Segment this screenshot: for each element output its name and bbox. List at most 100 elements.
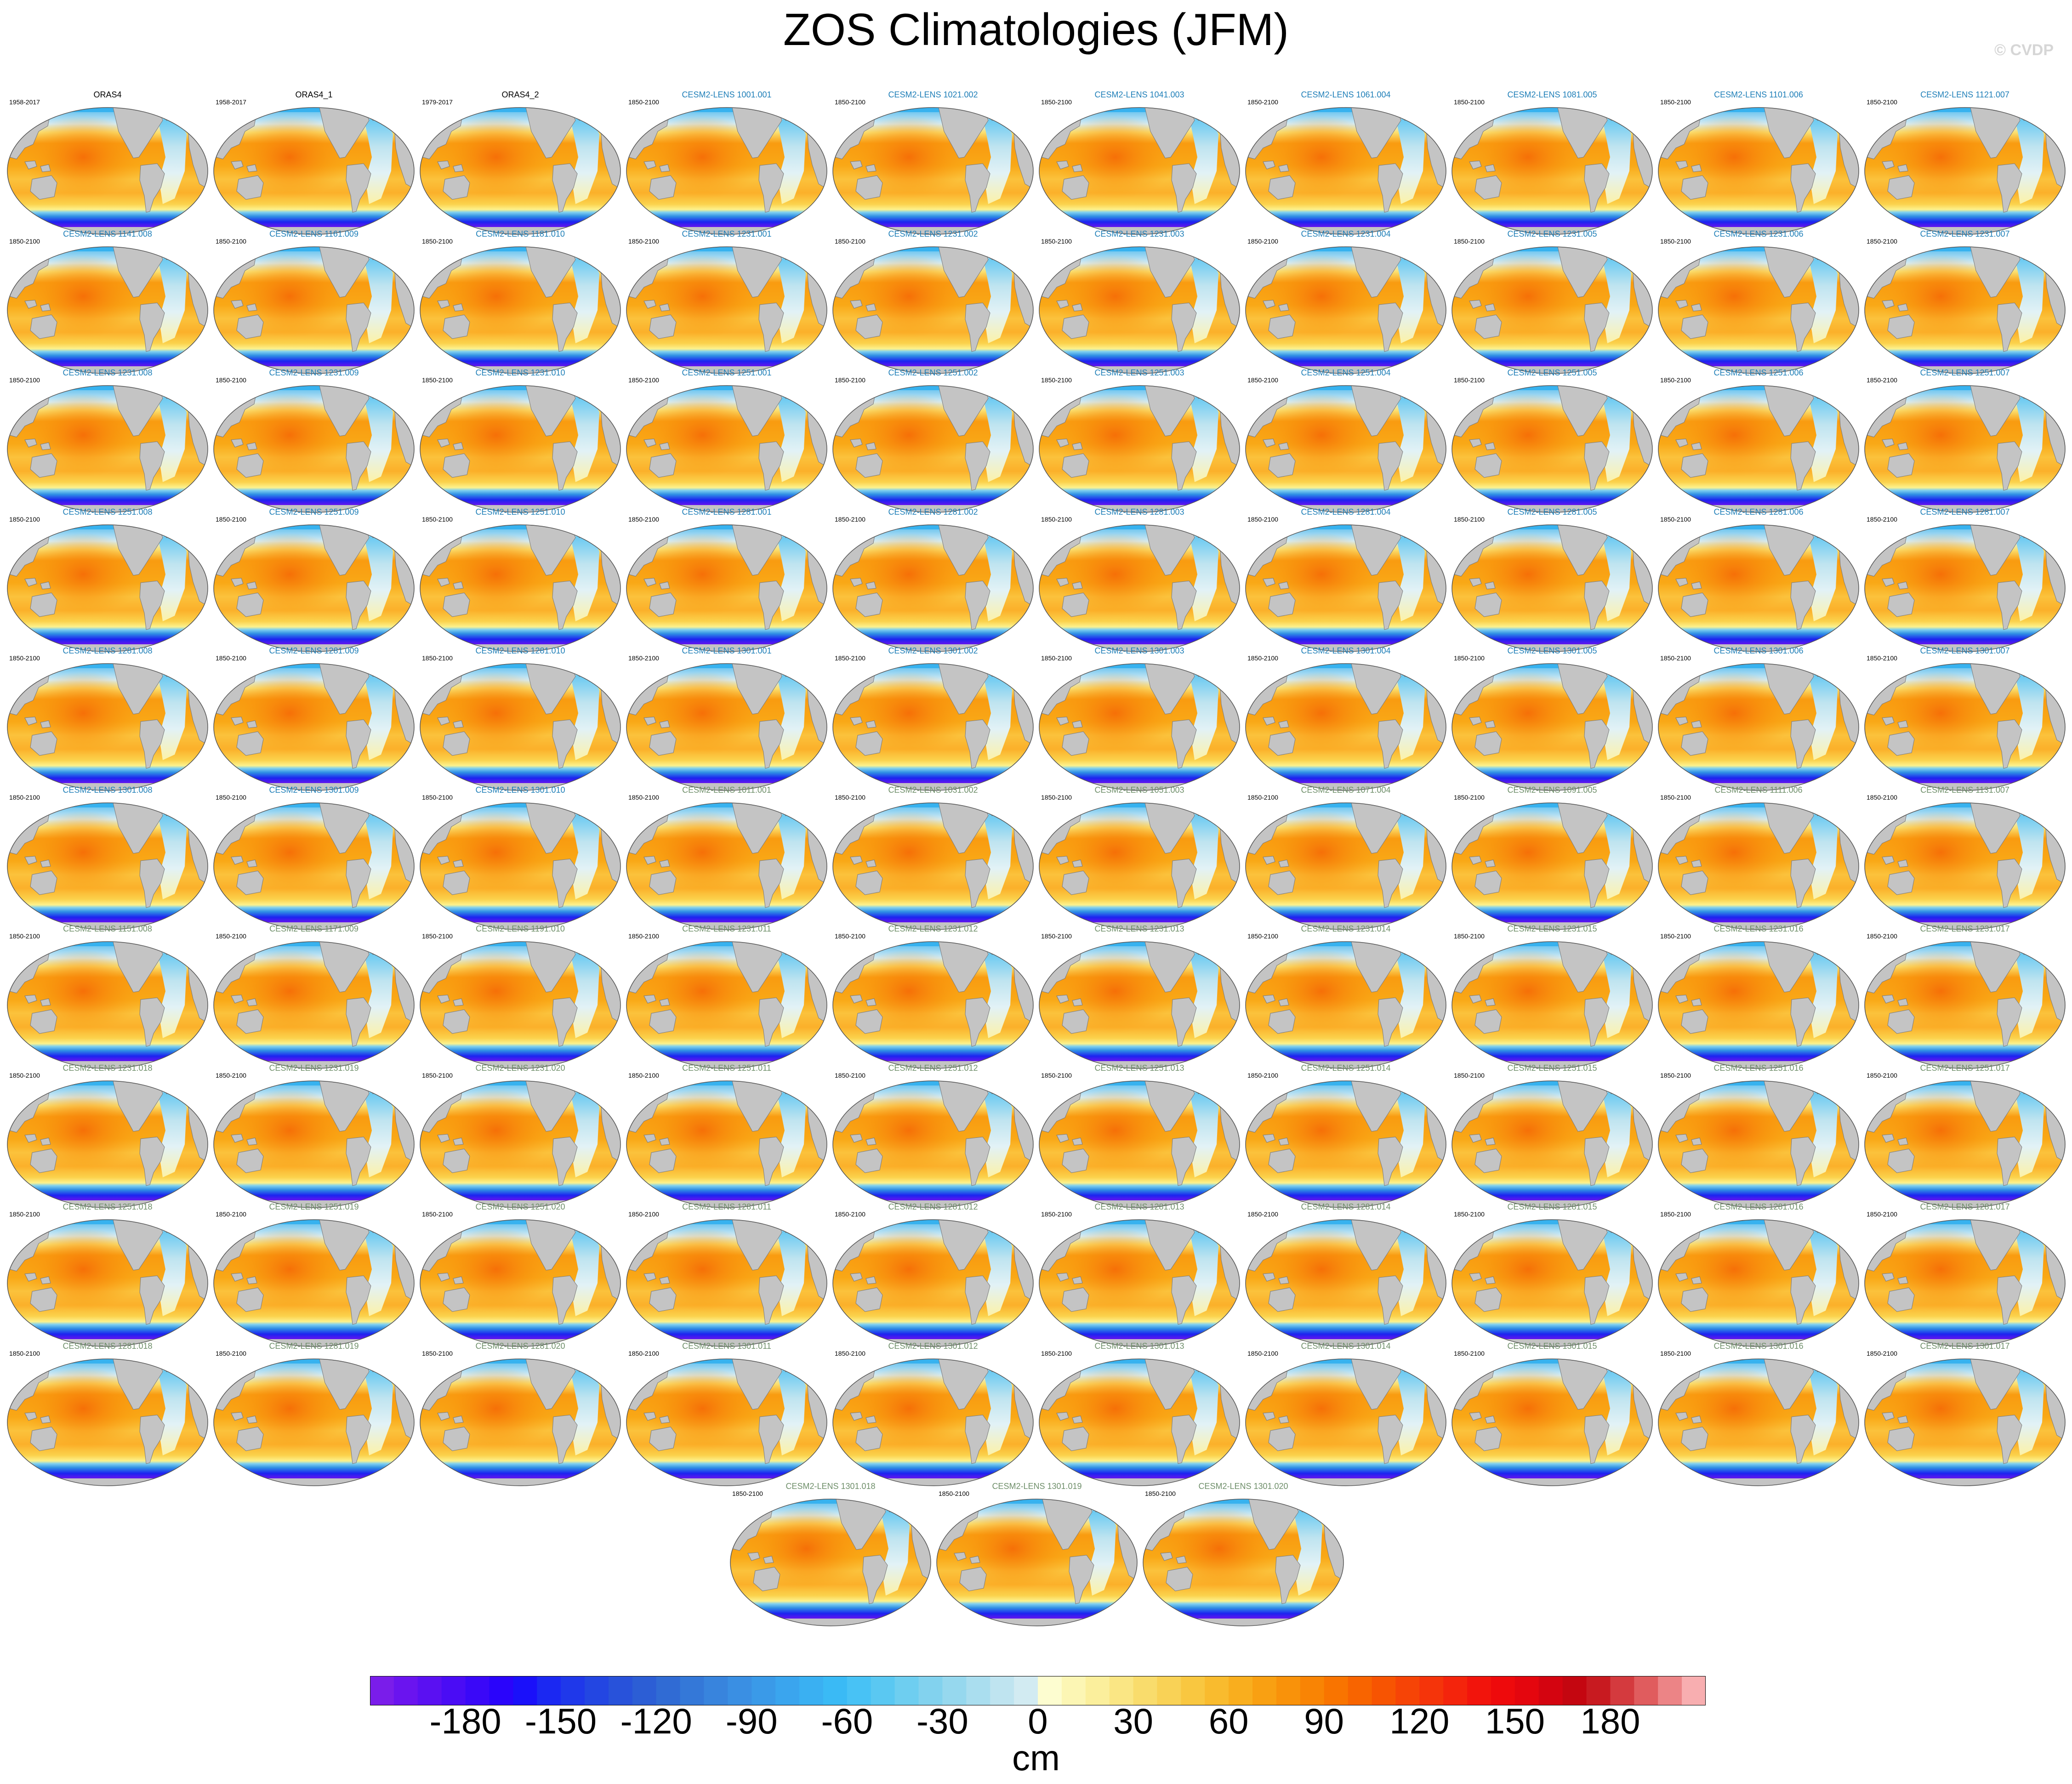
colorbar-tick-label: -120 — [620, 1701, 692, 1741]
panel-title: CESM2-LENS 1281.012 — [888, 1202, 978, 1211]
colorbar-swatch — [894, 1676, 919, 1705]
map-panel: 1850-2100 CESM2-LENS 1281.002 — [832, 507, 1034, 652]
map-panel: 1850-2100 CESM2-LENS 1231.005 — [1451, 229, 1653, 374]
colorbar-swatch — [1348, 1676, 1372, 1705]
sea-level-map — [1245, 107, 1446, 235]
panel-period: 1850-2100 — [422, 376, 453, 384]
map-panel: 1850-2100 CESM2-LENS 1281.019 — [213, 1341, 415, 1486]
panel-title: CESM2-LENS 1301.008 — [63, 785, 153, 795]
colorbar-swatch — [1514, 1676, 1539, 1705]
panel-period: 1850-2100 — [216, 793, 246, 801]
map-panel: 1958-2017 ORAS4 — [6, 90, 209, 235]
panel-period: 1850-2100 — [1867, 376, 1897, 384]
sea-level-map — [7, 802, 208, 930]
colorbar-swatch — [1324, 1676, 1349, 1705]
sea-level-map — [1452, 246, 1653, 374]
sea-level-map — [1039, 941, 1240, 1069]
panel-period: 1850-2100 — [1454, 376, 1485, 384]
sea-level-map — [832, 1219, 1034, 1347]
panel-period: 1850-2100 — [9, 793, 40, 801]
map-panel: 1850-2100 CESM2-LENS 1281.017 — [1864, 1202, 2066, 1347]
sea-level-map — [1039, 1358, 1240, 1486]
panel-period: 1850-2100 — [628, 237, 659, 245]
map-panel: 1850-2100 CESM2-LENS 1301.012 — [832, 1341, 1034, 1486]
colorbar-swatch — [656, 1676, 681, 1705]
sea-level-map — [420, 663, 621, 791]
colorbar-swatch — [1372, 1676, 1396, 1705]
sea-level-map — [1039, 246, 1240, 374]
sea-level-map — [1245, 941, 1446, 1069]
panel-period: 1850-2100 — [628, 654, 659, 662]
map-panel: 1850-2100 CESM2-LENS 1301.006 — [1657, 646, 1860, 791]
sea-level-map — [832, 385, 1034, 513]
panel-title: CESM2-LENS 1301.003 — [1094, 646, 1184, 655]
panel-title: CESM2-LENS 1231.008 — [63, 368, 153, 377]
panel-period: 1850-2100 — [835, 515, 865, 523]
panel-period: 1850-2100 — [1247, 654, 1278, 662]
panel-period: 1850-2100 — [9, 654, 40, 662]
map-panel: 1850-2100 CESM2-LENS 1281.004 — [1245, 507, 1447, 652]
panel-title: CESM2-LENS 1301.017 — [1920, 1341, 2010, 1351]
sea-level-map — [213, 663, 415, 791]
panel-title: CESM2-LENS 1251.018 — [63, 1202, 153, 1211]
panel-period: 1850-2100 — [1041, 515, 1072, 523]
sea-level-map — [1039, 663, 1240, 791]
colorbar-swatch — [513, 1676, 537, 1705]
sea-level-map — [420, 802, 621, 930]
panel-title: CESM2-LENS 1231.005 — [1507, 229, 1597, 239]
map-panel: 1850-2100 CESM2-LENS 1061.004 — [1245, 90, 1447, 235]
map-panel: 1850-2100 CESM2-LENS 1231.013 — [1038, 924, 1241, 1069]
panel-title: CESM2-LENS 1161.009 — [269, 229, 359, 239]
sea-level-map — [1039, 524, 1240, 652]
panel-period: 1850-2100 — [1867, 237, 1897, 245]
sea-level-map — [7, 1219, 208, 1347]
sea-level-map — [1864, 802, 2066, 930]
copyright-watermark: © CVDP — [1994, 41, 2054, 59]
map-panel: 1850-2100 CESM2-LENS 1251.009 — [213, 507, 415, 652]
sea-level-map — [1452, 1358, 1653, 1486]
panel-title: CESM2-LENS 1281.003 — [1094, 507, 1184, 517]
sea-level-map — [1864, 524, 2066, 652]
panel-period: 1850-2100 — [1660, 654, 1691, 662]
panel-period: 1850-2100 — [9, 1071, 40, 1079]
panel-period: 1850-2100 — [835, 793, 865, 801]
map-panel: 1850-2100 CESM2-LENS 1141.008 — [6, 229, 209, 374]
panel-title: CESM2-LENS 1231.004 — [1301, 229, 1391, 239]
map-panel: 1850-2100 CESM2-LENS 1251.015 — [1451, 1063, 1653, 1208]
map-panel: 1850-2100 CESM2-LENS 1301.016 — [1657, 1341, 1860, 1486]
panel-title: CESM2-LENS 1301.014 — [1301, 1341, 1391, 1351]
panel-title: CESM2-LENS 1251.005 — [1507, 368, 1597, 377]
sea-level-map — [832, 107, 1034, 235]
sea-level-map — [1039, 802, 1240, 930]
panel-period: 1850-2100 — [835, 237, 865, 245]
sea-level-map — [626, 663, 827, 791]
map-panel: 1850-2100 CESM2-LENS 1281.001 — [626, 507, 828, 652]
map-panel: 1850-2100 CESM2-LENS 1041.003 — [1038, 90, 1241, 235]
map-panel: 1850-2100 CESM2-LENS 1281.005 — [1451, 507, 1653, 652]
panel-period: 1850-2100 — [216, 376, 246, 384]
map-panel: 1850-2100 CESM2-LENS 1251.006 — [1657, 368, 1860, 513]
panel-title: CESM2-LENS 1151.008 — [63, 924, 152, 933]
panel-title: CESM2-LENS 1301.010 — [475, 785, 565, 795]
panel-title: CESM2-LENS 1251.001 — [682, 368, 772, 377]
sea-level-map — [832, 663, 1034, 791]
panel-title: CESM2-LENS 1101.006 — [1714, 90, 1803, 99]
panel-title: CESM2-LENS 1251.004 — [1301, 368, 1391, 377]
map-panel: 1850-2100 CESM2-LENS 1281.014 — [1245, 1202, 1447, 1347]
colorbar-swatch — [417, 1676, 442, 1705]
sea-level-map — [1143, 1499, 1344, 1626]
panel-title: CESM2-LENS 1231.007 — [1920, 229, 2010, 239]
panel-title: CESM2-LENS 1251.003 — [1094, 368, 1184, 377]
panel-period: 1850-2100 — [835, 932, 865, 940]
map-panel: 1850-2100 CESM2-LENS 1251.011 — [626, 1063, 828, 1208]
panel-title: CESM2-LENS 1281.006 — [1713, 507, 1804, 517]
colorbar-tick-label: 180 — [1580, 1701, 1640, 1741]
colorbar-swatch — [370, 1676, 394, 1705]
panel-period: 1850-2100 — [1867, 793, 1897, 801]
map-panel: 1850-2100 CESM2-LENS 1121.007 — [1864, 90, 2066, 235]
panel-period: 1850-2100 — [1247, 515, 1278, 523]
panel-period: 1850-2100 — [1660, 98, 1691, 106]
panel-period: 1850-2100 — [216, 237, 246, 245]
colorbar-swatch — [1181, 1676, 1205, 1705]
page-title: ZOS Climatologies (JFM) — [783, 4, 1289, 55]
